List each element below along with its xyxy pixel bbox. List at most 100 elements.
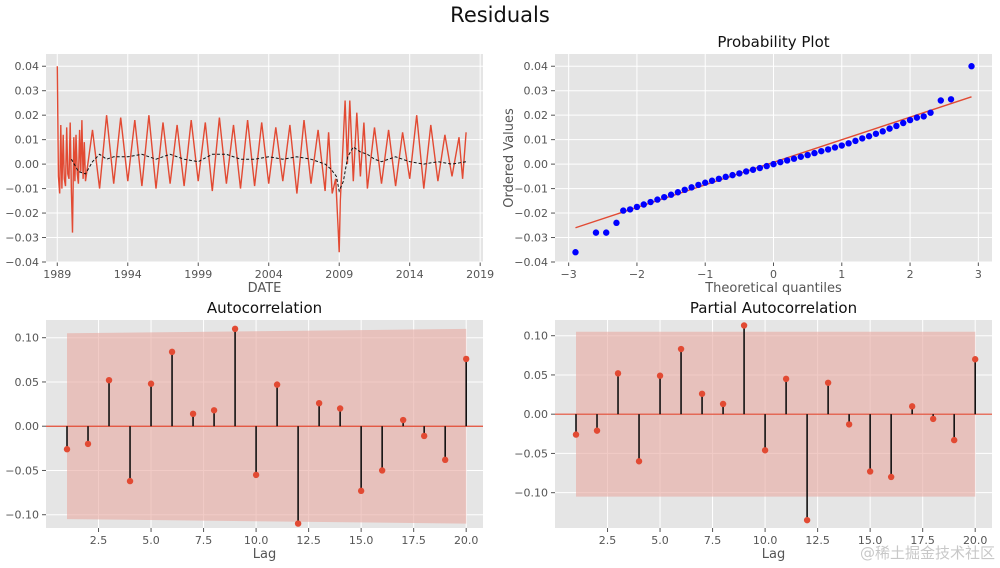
y-tick-label: 0.02: [524, 109, 549, 122]
stem-marker: [84, 440, 92, 448]
x-tick-label: 20.0: [454, 534, 479, 547]
y-tick-label: −0.03: [5, 232, 39, 245]
x-tick-label: 15.0: [858, 534, 883, 547]
data-point: [708, 177, 716, 184]
stem-marker: [572, 431, 580, 438]
chart-title: Autocorrelation: [207, 299, 322, 317]
stem-marker: [803, 516, 811, 524]
data-point: [872, 130, 880, 137]
data-point: [818, 147, 825, 155]
data-point: [722, 173, 729, 181]
data-point: [879, 128, 886, 135]
x-tick-label: 5.0: [142, 534, 160, 547]
stem-marker: [105, 376, 113, 384]
stem-marker: [63, 446, 71, 453]
y-tick-label: 0.00: [524, 158, 549, 171]
y-tick-label: 0.02: [15, 109, 40, 122]
stem-marker: [294, 520, 302, 527]
x-axis-label: DATE: [248, 281, 282, 296]
data-point: [937, 97, 944, 104]
x-tick-label: −1: [697, 268, 713, 281]
stem-marker: [336, 405, 344, 412]
stem-marker: [593, 427, 601, 434]
stem-marker: [231, 325, 239, 333]
x-axis-label: Lag: [762, 547, 785, 562]
data-point: [681, 186, 688, 194]
x-tick-label: 3: [975, 268, 982, 281]
x-tick-label: 2004: [255, 268, 283, 281]
data-point: [592, 229, 600, 236]
data-point: [661, 193, 668, 201]
stem-marker: [971, 356, 979, 363]
x-tick-label: 20.0: [963, 534, 988, 547]
data-point: [688, 184, 695, 191]
y-tick-label: 0.00: [15, 158, 40, 171]
x-tick-label: 2019: [466, 268, 494, 281]
data-point: [831, 144, 839, 151]
y-tick-label: 0.03: [15, 85, 40, 98]
y-tick-label: 0.00: [15, 420, 40, 433]
stem-marker: [635, 458, 643, 465]
data-point: [667, 191, 675, 198]
stem-marker: [929, 415, 937, 423]
data-point: [729, 171, 736, 179]
stem-marker: [740, 322, 748, 329]
series-line-residuals: [56, 66, 467, 253]
data-point: [695, 181, 702, 189]
stem-marker: [614, 370, 622, 377]
y-tick-label: −0.05: [5, 464, 39, 477]
data-point: [742, 168, 750, 175]
y-tick-label: 0.10: [524, 330, 549, 343]
stem-marker: [677, 345, 685, 353]
plot-marks: [56, 66, 467, 253]
x-tick-label: 1989: [43, 268, 71, 281]
stem-marker: [845, 421, 853, 428]
stem-marker: [399, 416, 407, 424]
x-tick-label: −3: [561, 268, 577, 281]
stem-marker: [950, 436, 958, 444]
y-axis-label: Ordered Values: [502, 108, 517, 208]
data-point: [633, 203, 641, 211]
data-point: [947, 96, 955, 103]
figure-suptitle: Residuals: [450, 3, 550, 27]
data-point: [859, 135, 866, 142]
stem-marker: [656, 372, 664, 379]
x-tick-label: 2: [907, 268, 914, 281]
y-tick-label: 0.01: [524, 134, 549, 147]
y-tick-label: −0.02: [514, 207, 548, 220]
chart-title: Probability Plot: [717, 33, 829, 51]
plot-marks: [46, 325, 483, 527]
data-point: [968, 63, 975, 70]
y-tick-label: −0.10: [514, 487, 548, 500]
y-tick-label: −0.03: [514, 232, 548, 245]
x-tick-label: 2014: [396, 268, 424, 281]
data-point: [797, 153, 805, 160]
x-axis-label: Theoretical quantiles: [704, 281, 842, 296]
stem-marker: [887, 473, 895, 481]
x-axis-label: Lag: [253, 547, 276, 562]
data-point: [811, 149, 818, 157]
stem-marker: [462, 355, 470, 363]
x-tick-label: 17.5: [401, 534, 426, 547]
y-tick-label: 0.10: [15, 332, 40, 345]
panel-residuals_ts: 1989 1994 1999 2004 2009 2014 2019 −0.04 −0.03 −0…: [5, 54, 494, 296]
stem-marker: [126, 477, 134, 485]
data-point: [749, 166, 757, 173]
data-point: [845, 140, 852, 147]
data-point: [838, 142, 845, 149]
plot-marks: [555, 322, 992, 524]
x-tick-label: 2.5: [599, 534, 617, 547]
stem-marker: [719, 400, 727, 408]
data-point: [620, 207, 627, 214]
stem-marker: [824, 379, 832, 386]
stem-marker: [315, 400, 323, 407]
data-point: [613, 219, 620, 227]
data-point: [572, 249, 579, 256]
stem-marker: [866, 468, 874, 475]
data-point: [640, 201, 647, 208]
x-tick-label: −2: [629, 268, 645, 281]
y-tick-label: 0.03: [524, 85, 549, 98]
plot-marks: [572, 63, 975, 256]
x-tick-label: 0: [770, 268, 777, 281]
